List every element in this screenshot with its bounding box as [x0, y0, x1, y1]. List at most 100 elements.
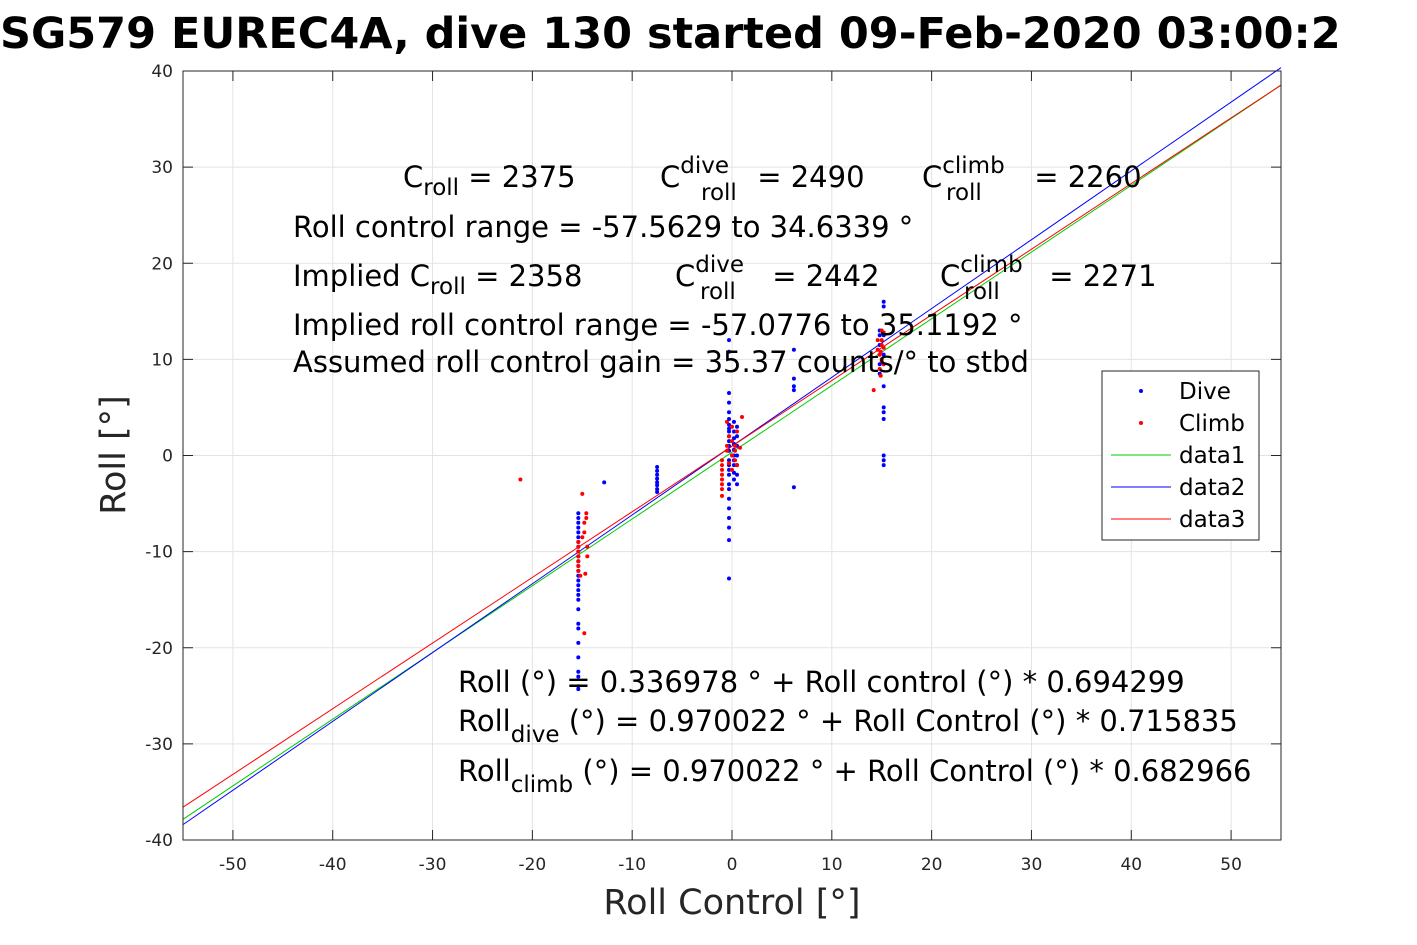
x-tick-label: 50	[1220, 855, 1242, 875]
dive-point	[576, 626, 581, 631]
annotation-implied-c-roll: Implied Croll = 2358	[293, 259, 582, 300]
y-tick-label: -40	[145, 831, 173, 851]
climb-point	[720, 458, 724, 463]
y-axis-label: Roll [°]	[94, 395, 134, 515]
legend-label-data1: data1	[1179, 443, 1245, 469]
dive-point	[732, 477, 736, 482]
climb-point	[877, 367, 882, 371]
climb-point	[735, 429, 739, 434]
climb-point	[580, 491, 585, 496]
dive-point	[727, 391, 731, 395]
climb-point	[871, 388, 876, 393]
climb-point	[585, 554, 590, 559]
dive-point	[727, 482, 731, 487]
dive-point	[727, 467, 731, 472]
climb-point	[582, 631, 587, 636]
annotation-c-roll: Croll = 2375	[403, 160, 576, 201]
dive-point	[727, 349, 731, 354]
dive-point	[602, 480, 607, 485]
dive-point	[576, 674, 581, 679]
dive-point	[732, 463, 736, 468]
dive-point	[732, 419, 736, 424]
climb-point	[879, 359, 884, 364]
annotation-c-roll-dive: Cdive roll = 2490	[660, 153, 865, 206]
climb-point	[881, 345, 886, 350]
dive-point	[576, 607, 581, 612]
dive-point	[576, 621, 581, 626]
x-tick-label: -10	[618, 855, 646, 875]
dive-point	[881, 384, 886, 389]
dive-point	[655, 487, 660, 492]
climb-point	[733, 443, 737, 448]
dive-point	[576, 535, 581, 540]
climb-point	[735, 463, 739, 468]
climb-point	[733, 458, 737, 463]
y-tick-label: 30	[151, 158, 173, 178]
dive-point	[732, 436, 736, 441]
climb-point	[582, 530, 587, 535]
dive-point	[576, 583, 581, 588]
x-tick-label: -20	[518, 855, 546, 875]
y-tick-label: 40	[151, 62, 173, 82]
annotation-implied-c-roll-climb: Cclimb roll = 2271	[940, 252, 1157, 305]
legend-label-data3: data3	[1179, 507, 1245, 533]
climb-point	[720, 463, 724, 468]
dive-point	[881, 417, 886, 421]
dive-point	[727, 410, 731, 415]
annotation-gain: Assumed roll control gain = 35.37 counts…	[293, 345, 1029, 379]
annotation-fit-dive: Rolldive (°) = 0.970022 ° + Roll Control…	[458, 704, 1238, 748]
dive-point	[727, 525, 731, 530]
climb-point	[725, 443, 729, 448]
climb-point	[580, 535, 585, 540]
annotations: Croll = 2375 Cdive roll = 2490 Cclimb roll…	[293, 153, 1251, 798]
annotation-fit-all: Roll (°) = 0.336978 ° + Roll control (°)…	[458, 665, 1185, 699]
dive-point	[576, 530, 581, 535]
x-axis-label: Roll Control [°]	[603, 883, 860, 923]
dive-point	[576, 592, 581, 597]
dive-point	[655, 465, 660, 469]
dive-point	[791, 376, 796, 381]
y-tick-label: 0	[162, 447, 173, 467]
x-tick-label: 10	[821, 855, 843, 875]
climb-point	[879, 343, 884, 347]
climb-point	[730, 467, 734, 472]
climb-point	[738, 445, 742, 450]
climb-point	[576, 554, 581, 559]
climb-point	[720, 493, 724, 498]
dive-point	[877, 362, 882, 367]
dive-point	[881, 453, 886, 458]
dive-point	[576, 525, 581, 530]
dive-point	[576, 687, 581, 692]
dive-point	[576, 516, 581, 520]
dive-point	[655, 483, 660, 488]
annotation-implied-range: Implied roll control range = -57.0776 to…	[293, 308, 1023, 342]
climb-point	[730, 453, 734, 458]
dive-point	[791, 384, 796, 389]
dive-point	[727, 426, 731, 431]
dive-point	[655, 468, 660, 473]
dive-point	[881, 405, 886, 410]
legend-label-dive: Dive	[1179, 379, 1231, 405]
dive-point	[881, 410, 886, 415]
climb-point	[879, 338, 884, 343]
climb-point	[576, 564, 581, 568]
dive-point	[881, 458, 886, 463]
dive-point	[877, 333, 882, 338]
climb-point	[518, 477, 523, 482]
x-tick-label: -30	[419, 855, 447, 875]
dive-point	[727, 429, 731, 434]
dive-point	[735, 424, 739, 429]
legend-marker-dive	[1139, 389, 1143, 393]
chart-title: SG579 EUREC4A, dive 130 started 09-Feb-2…	[0, 9, 1341, 59]
climb-point	[725, 419, 729, 424]
dive-point	[881, 352, 886, 357]
dive-point	[576, 578, 581, 583]
climb-point	[578, 573, 583, 578]
climb-point	[725, 448, 729, 453]
annotation-c-roll-climb: Cclimb roll = 2260	[922, 153, 1142, 206]
y-tick-label: 10	[151, 350, 173, 370]
fit-lines	[182, 67, 1282, 826]
annotation-range: Roll control range = -57.5629 to 34.6339…	[293, 210, 913, 244]
climb-point	[730, 424, 734, 429]
